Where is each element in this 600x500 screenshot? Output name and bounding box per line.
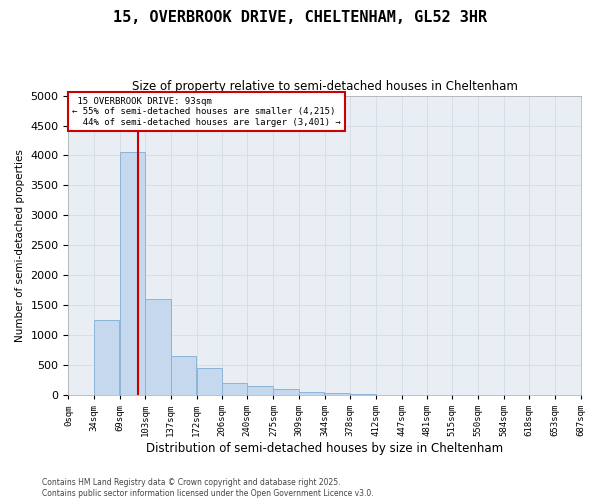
Bar	[325, 394, 350, 395]
Bar	[197, 368, 222, 395]
Bar	[376, 394, 401, 395]
Bar	[299, 392, 324, 395]
Text: 15 OVERBROOK DRIVE: 93sqm
← 55% of semi-detached houses are smaller (4,215)
  44: 15 OVERBROOK DRIVE: 93sqm ← 55% of semi-…	[72, 97, 341, 126]
Text: Contains HM Land Registry data © Crown copyright and database right 2025.
Contai: Contains HM Land Registry data © Crown c…	[42, 478, 374, 498]
Text: 15, OVERBROOK DRIVE, CHELTENHAM, GL52 3HR: 15, OVERBROOK DRIVE, CHELTENHAM, GL52 3H…	[113, 10, 487, 25]
Bar	[145, 300, 170, 395]
Bar	[94, 320, 119, 395]
Bar	[274, 389, 299, 395]
Bar	[247, 386, 272, 395]
Y-axis label: Number of semi-detached properties: Number of semi-detached properties	[15, 149, 25, 342]
Title: Size of property relative to semi-detached houses in Cheltenham: Size of property relative to semi-detach…	[131, 80, 517, 93]
Bar	[120, 152, 145, 395]
X-axis label: Distribution of semi-detached houses by size in Cheltenham: Distribution of semi-detached houses by …	[146, 442, 503, 455]
Bar	[222, 383, 247, 395]
Bar	[350, 394, 376, 395]
Bar	[170, 356, 196, 395]
